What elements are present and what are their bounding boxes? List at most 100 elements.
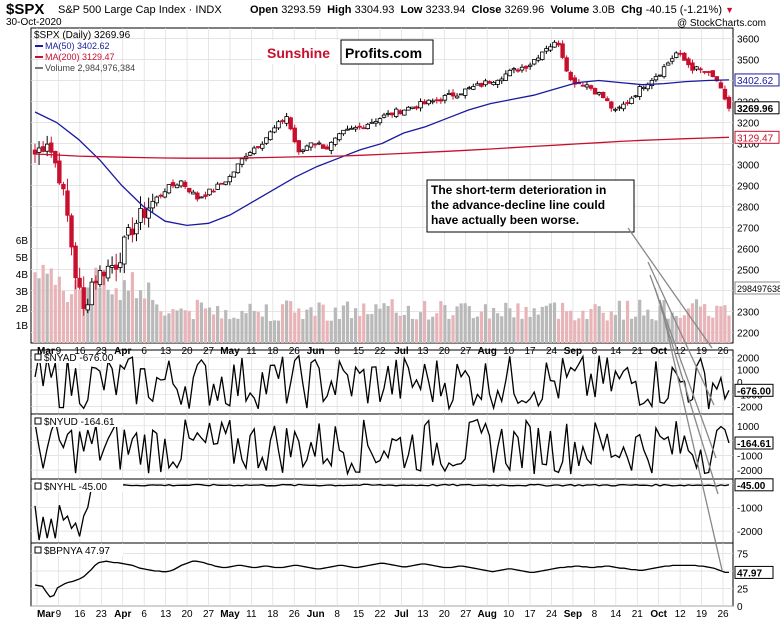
volume-bar <box>224 310 228 343</box>
volume-bar <box>232 317 236 343</box>
volume-bar <box>329 320 333 343</box>
legend-item: MA(200) 3129.47 <box>45 52 115 62</box>
indicator-y-tick: 0 <box>737 602 743 613</box>
volume-bar <box>345 301 350 343</box>
volume-bar <box>354 308 358 343</box>
indicator-x-tick: 17 <box>525 609 537 620</box>
indicator-x-tick: 8 <box>334 609 340 620</box>
legend-item: Volume 2,984,976,384 <box>45 63 135 73</box>
candle-body <box>223 181 228 185</box>
volume-bar <box>236 318 240 343</box>
annotation-text: have actually been worse. <box>431 213 579 227</box>
candle-body <box>442 95 448 101</box>
volume-bar <box>516 303 520 343</box>
volume-bar <box>130 272 135 343</box>
volume-y-tick: 4B <box>16 270 29 281</box>
volume-bar <box>532 308 536 343</box>
price-y-tick: 2200 <box>737 329 760 340</box>
volume-bar <box>102 269 106 343</box>
indicator-y-tick: 1000 <box>737 422 760 433</box>
volume-bar <box>573 320 577 343</box>
volume-bar <box>195 299 199 343</box>
candle-body <box>702 71 707 73</box>
price-x-tick: Mar <box>37 346 55 357</box>
volume-bar <box>463 303 467 343</box>
candle-body <box>580 84 586 87</box>
candle-body <box>515 69 521 72</box>
volume-bar <box>654 320 658 343</box>
indicator-y-tick: 2000 <box>737 353 760 364</box>
candle-body <box>235 163 241 174</box>
volume-bar <box>256 311 260 343</box>
indicator-legend-swatch <box>34 482 42 490</box>
candle-body <box>101 272 107 277</box>
candle-body <box>657 74 663 77</box>
candle-body <box>394 108 399 117</box>
volume-tag-box <box>734 281 780 295</box>
candle-body <box>418 101 423 109</box>
volume-bar <box>183 310 187 343</box>
candle-body <box>126 227 131 236</box>
volume-bar <box>110 294 114 343</box>
indicator-value-box <box>734 565 774 579</box>
candle-body <box>446 93 452 95</box>
volume-bar <box>414 319 419 343</box>
volume-bar <box>508 308 512 343</box>
indicator-y-tick: 0 <box>737 378 743 389</box>
volume-bar <box>496 313 500 343</box>
price-x-tick: 15 <box>353 346 365 357</box>
candle-body <box>134 222 139 235</box>
candle-body <box>73 245 78 279</box>
price-y-tick: 3200 <box>737 119 760 130</box>
indicator-x-tick: 26 <box>289 609 301 620</box>
candle-body <box>536 57 541 61</box>
volume-bar <box>467 306 471 343</box>
volume-bar <box>86 287 90 343</box>
indicator-title-bg <box>33 480 123 492</box>
candle-body <box>649 79 655 86</box>
volume-bar <box>382 303 386 343</box>
volume-bar <box>211 314 216 343</box>
volume-bar <box>512 317 516 343</box>
candle-body <box>584 84 590 88</box>
indicator-x-tick: 9 <box>56 609 62 620</box>
candle-body <box>568 72 573 81</box>
volume-bar <box>536 314 540 343</box>
candle-body <box>97 270 103 285</box>
candle-body <box>316 142 322 145</box>
annotation-text: The short-term deterioration in <box>431 183 606 197</box>
volume-bar <box>455 306 459 343</box>
candle-body <box>280 120 285 122</box>
price-y-tick: 3600 <box>737 35 760 46</box>
indicator-x-tick: 26 <box>717 609 729 620</box>
candle-body <box>130 228 135 236</box>
volume-bar <box>544 305 548 343</box>
candle-body <box>345 128 350 131</box>
price-y-tick: 3500 <box>737 56 760 67</box>
candle-body <box>564 57 569 72</box>
volume-bar <box>674 316 678 343</box>
candle-body <box>349 127 354 130</box>
price-x-tick: Jul <box>394 346 409 357</box>
volume-bar <box>268 320 272 343</box>
copyright: @ StockCharts.com <box>676 18 766 29</box>
price-x-tick: 13 <box>160 346 172 357</box>
high-value: 3304.93 <box>354 4 395 16</box>
candle-body <box>353 126 358 130</box>
candle-body <box>426 99 431 105</box>
price-x-tick: 12 <box>675 346 687 357</box>
candle-body <box>304 145 310 151</box>
candle-body <box>203 194 208 197</box>
volume-bar <box>634 316 638 343</box>
candle-body <box>479 82 484 87</box>
high-label: High <box>327 4 352 16</box>
volume-bar <box>629 318 634 343</box>
volume-bar <box>483 304 488 343</box>
candle-body <box>698 68 703 71</box>
volume-label: Volume <box>550 4 590 16</box>
candle-body <box>44 143 50 152</box>
candle-body <box>146 207 151 219</box>
candle-body <box>219 182 224 185</box>
volume-bar <box>301 318 305 343</box>
indicator-y-tick: 75 <box>737 550 749 561</box>
